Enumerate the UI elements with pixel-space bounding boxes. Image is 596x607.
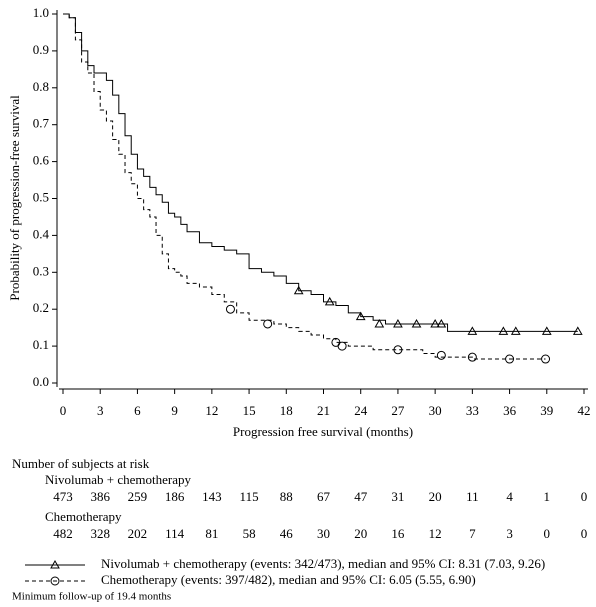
risk-count: 4 [506, 489, 513, 504]
risk-count: 386 [90, 489, 110, 504]
legend-marker [50, 559, 60, 569]
censor-mark [430, 318, 441, 328]
risk-count: 328 [90, 526, 110, 541]
y-tick-label: 0.0 [33, 374, 49, 389]
censor-mark [467, 326, 478, 335]
risk-count: 482 [53, 526, 73, 541]
risk-count: 143 [202, 489, 222, 504]
x-axis-label: Progression free survival (months) [233, 424, 413, 439]
x-tick-label: 30 [429, 403, 442, 418]
risk-count: 0 [581, 526, 588, 541]
censor-mark [355, 311, 366, 321]
x-tick-label: 3 [97, 403, 104, 418]
y-tick-label: 0.6 [33, 153, 50, 168]
risk-count: 202 [128, 526, 148, 541]
censor-mark [337, 341, 347, 351]
y-tick-label: 0.8 [33, 79, 49, 94]
censor-mark [324, 296, 335, 306]
legend-label: Chemotherapy (events: 397/482), median a… [101, 572, 476, 587]
x-tick-label: 24 [354, 403, 368, 418]
x-tick-label: 33 [466, 403, 479, 418]
risk-count: 30 [317, 526, 330, 541]
censor-mark [393, 345, 403, 355]
x-tick-label: 42 [578, 403, 591, 418]
risk-count: 47 [354, 489, 368, 504]
risk-group: Nivolumab + chemotherapy [45, 472, 191, 487]
risk-count: 58 [243, 526, 256, 541]
risk-group: Chemotherapy [45, 509, 122, 524]
survival-curve [63, 13, 546, 360]
y-axis-label: Probability of progression-free survival [7, 95, 22, 301]
risk-count: 1 [544, 489, 551, 504]
legend-label: Nivolumab + chemotherapy (events: 342/47… [101, 556, 545, 571]
risk-count: 115 [240, 489, 259, 504]
risk-count: 67 [317, 489, 331, 504]
censor-mark [411, 318, 422, 328]
x-tick-label: 18 [280, 403, 293, 418]
x-tick-label: 21 [317, 403, 330, 418]
x-tick-label: 15 [243, 403, 256, 418]
x-tick-label: 27 [391, 403, 405, 418]
y-tick-label: 1.0 [33, 5, 49, 20]
x-tick-label: 6 [134, 403, 141, 418]
censor-mark [467, 352, 477, 362]
risk-count: 473 [53, 489, 73, 504]
censor-mark [293, 285, 304, 295]
risk-count: 81 [205, 526, 218, 541]
risk-count: 3 [506, 526, 513, 541]
risk-count: 31 [391, 489, 404, 504]
x-tick-label: 0 [60, 403, 67, 418]
censor-mark [436, 350, 446, 360]
risk-count: 46 [280, 526, 294, 541]
x-tick-label: 12 [205, 403, 218, 418]
risk-title: Number of subjects at risk [12, 456, 150, 471]
footnote: Minimum follow-up of 19.4 months [12, 591, 171, 603]
y-tick-label: 0.7 [33, 116, 50, 131]
censor-mark [572, 326, 583, 335]
censor-mark [436, 318, 447, 328]
x-tick-label: 9 [171, 403, 178, 418]
risk-count: 88 [280, 489, 293, 504]
risk-count: 12 [429, 526, 442, 541]
censor-mark [505, 354, 515, 364]
censor-mark [393, 318, 403, 328]
censor-mark [498, 326, 509, 335]
risk-count: 0 [544, 526, 551, 541]
censor-mark [510, 326, 521, 335]
y-tick-label: 0.5 [33, 189, 49, 204]
risk-count: 114 [165, 526, 185, 541]
risk-count: 11 [466, 489, 479, 504]
survival-curve [63, 13, 578, 332]
risk-count: 16 [391, 526, 405, 541]
x-tick-label: 36 [503, 403, 517, 418]
y-tick-label: 0.1 [33, 337, 49, 352]
risk-count: 7 [469, 526, 476, 541]
y-tick-label: 0.2 [33, 300, 49, 315]
x-tick-label: 39 [540, 403, 553, 418]
risk-count: 20 [429, 489, 442, 504]
risk-count: 186 [165, 489, 185, 504]
censor-mark [541, 354, 551, 364]
risk-count: 259 [128, 489, 148, 504]
y-tick-label: 0.4 [33, 226, 50, 241]
censor-mark [263, 319, 273, 329]
censor-mark [541, 326, 552, 335]
risk-count: 20 [354, 526, 367, 541]
legend-marker [50, 576, 60, 586]
risk-count: 0 [581, 489, 588, 504]
y-tick-label: 0.3 [33, 263, 49, 278]
y-tick-label: 0.9 [33, 42, 49, 57]
censor-mark [225, 304, 235, 314]
censor-mark [374, 318, 385, 328]
